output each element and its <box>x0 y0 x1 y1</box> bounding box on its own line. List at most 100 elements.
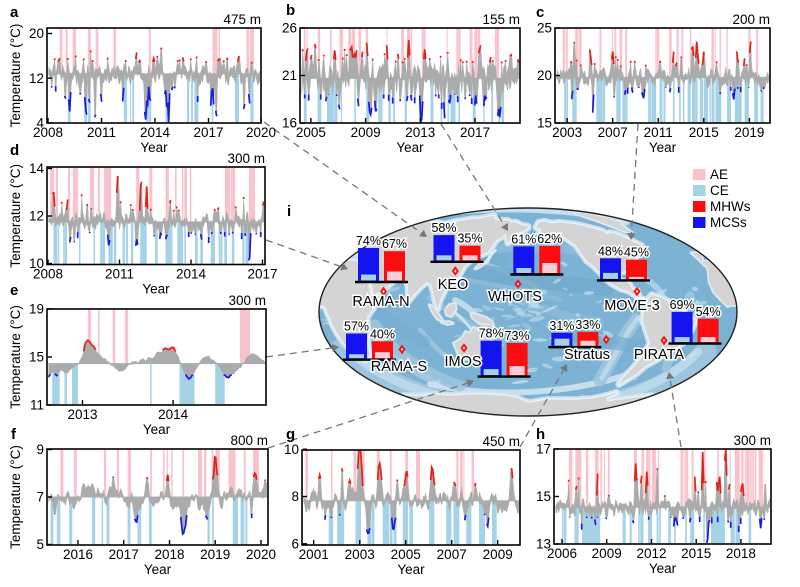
svg-text:2008: 2008 <box>33 267 63 282</box>
svg-text:Year: Year <box>143 422 171 437</box>
svg-text:d: d <box>10 142 19 159</box>
svg-text:16: 16 <box>282 116 297 131</box>
svg-text:2008: 2008 <box>33 125 63 140</box>
svg-text:15: 15 <box>537 116 552 131</box>
svg-text:IMOS: IMOS <box>444 354 481 370</box>
svg-text:Stratus: Stratus <box>564 347 610 363</box>
svg-text:2009: 2009 <box>592 546 622 561</box>
svg-text:2014: 2014 <box>158 407 189 422</box>
svg-text:35%: 35% <box>457 232 482 246</box>
svg-text:2018: 2018 <box>726 546 756 561</box>
svg-text:2001: 2001 <box>299 547 329 562</box>
svg-text:c: c <box>536 4 544 21</box>
svg-text:2020: 2020 <box>246 547 276 562</box>
svg-text:Year: Year <box>144 562 172 577</box>
svg-text:78%: 78% <box>479 327 504 341</box>
svg-text:MOVE-3: MOVE-3 <box>604 298 660 314</box>
svg-text:2017: 2017 <box>193 125 223 140</box>
svg-text:Year: Year <box>142 282 170 297</box>
svg-text:2017: 2017 <box>247 267 277 282</box>
svg-text:2015: 2015 <box>689 125 719 140</box>
svg-text:450 m: 450 m <box>482 434 520 449</box>
svg-text:b: b <box>286 2 295 19</box>
svg-text:2017: 2017 <box>109 547 139 562</box>
svg-text:57%: 57% <box>344 320 369 334</box>
svg-text:Year: Year <box>649 140 677 155</box>
svg-text:31%: 31% <box>549 319 574 333</box>
svg-text:20: 20 <box>537 68 552 83</box>
svg-text:21: 21 <box>282 68 297 83</box>
svg-text:RAMA-N: RAMA-N <box>352 294 409 310</box>
svg-text:Temperature (°C): Temperature (°C) <box>8 445 23 549</box>
svg-text:2011: 2011 <box>87 125 116 140</box>
svg-text:2009: 2009 <box>483 547 513 562</box>
svg-text:8: 8 <box>291 489 299 504</box>
svg-text:2020: 2020 <box>246 125 276 140</box>
svg-text:2019: 2019 <box>734 125 764 140</box>
svg-text:2013: 2013 <box>67 407 97 422</box>
svg-text:2007: 2007 <box>437 547 467 562</box>
svg-text:Year: Year <box>649 561 677 576</box>
svg-text:2018: 2018 <box>154 547 184 562</box>
svg-text:300 m: 300 m <box>227 151 265 166</box>
svg-text:AE: AE <box>710 167 728 182</box>
svg-text:2006: 2006 <box>547 546 577 561</box>
svg-text:300 m: 300 m <box>228 293 266 308</box>
svg-text:4: 4 <box>36 116 44 131</box>
svg-text:KEO: KEO <box>438 277 469 293</box>
svg-text:11: 11 <box>30 398 44 413</box>
svg-text:17: 17 <box>536 442 551 457</box>
svg-text:300 m: 300 m <box>733 433 771 448</box>
svg-text:h: h <box>536 426 545 443</box>
svg-text:33%: 33% <box>575 318 600 332</box>
svg-text:Year: Year <box>396 140 424 155</box>
svg-text:54%: 54% <box>696 305 721 319</box>
svg-text:475 m: 475 m <box>223 12 261 27</box>
svg-text:i: i <box>287 203 291 220</box>
svg-text:2013: 2013 <box>405 125 435 140</box>
svg-text:Year: Year <box>397 562 425 577</box>
svg-text:MCSs: MCSs <box>710 215 747 230</box>
svg-text:Temperature (°C): Temperature (°C) <box>8 305 23 409</box>
svg-text:58%: 58% <box>431 221 456 235</box>
svg-text:2016: 2016 <box>63 547 93 562</box>
svg-text:40%: 40% <box>370 327 395 341</box>
svg-text:12: 12 <box>29 71 44 86</box>
svg-text:9: 9 <box>36 442 44 457</box>
svg-text:13: 13 <box>536 537 551 552</box>
svg-text:2005: 2005 <box>296 125 326 140</box>
svg-text:15: 15 <box>536 489 551 504</box>
svg-text:MHWs: MHWs <box>710 199 751 214</box>
svg-text:Temperature (°C): Temperature (°C) <box>8 24 23 128</box>
svg-text:19: 19 <box>29 302 44 317</box>
svg-text:73%: 73% <box>505 329 530 343</box>
svg-text:2007: 2007 <box>598 125 628 140</box>
svg-text:2014: 2014 <box>176 267 207 282</box>
svg-text:6: 6 <box>291 537 299 552</box>
svg-text:2014: 2014 <box>140 125 171 140</box>
svg-text:14: 14 <box>29 161 45 176</box>
svg-text:WHOTS: WHOTS <box>488 289 542 305</box>
svg-text:800 m: 800 m <box>230 433 268 448</box>
svg-text:69%: 69% <box>670 298 695 312</box>
svg-text:26: 26 <box>282 21 297 36</box>
svg-text:61%: 61% <box>511 232 536 246</box>
svg-text:2019: 2019 <box>200 547 230 562</box>
svg-text:15: 15 <box>29 350 44 365</box>
svg-text:2011: 2011 <box>105 267 134 282</box>
svg-text:62%: 62% <box>537 232 562 246</box>
svg-text:CE: CE <box>710 183 729 198</box>
svg-text:5: 5 <box>36 537 44 552</box>
svg-text:2003: 2003 <box>345 547 375 562</box>
svg-text:67%: 67% <box>382 237 407 251</box>
svg-text:2003: 2003 <box>552 125 582 140</box>
svg-text:12: 12 <box>29 209 44 224</box>
svg-text:e: e <box>10 282 18 299</box>
svg-text:155 m: 155 m <box>482 12 520 27</box>
svg-text:10: 10 <box>29 256 44 271</box>
svg-text:7: 7 <box>36 490 44 505</box>
svg-text:48%: 48% <box>598 244 623 258</box>
svg-text:2009: 2009 <box>351 125 381 140</box>
svg-text:g: g <box>286 426 295 443</box>
svg-text:2015: 2015 <box>681 546 711 561</box>
